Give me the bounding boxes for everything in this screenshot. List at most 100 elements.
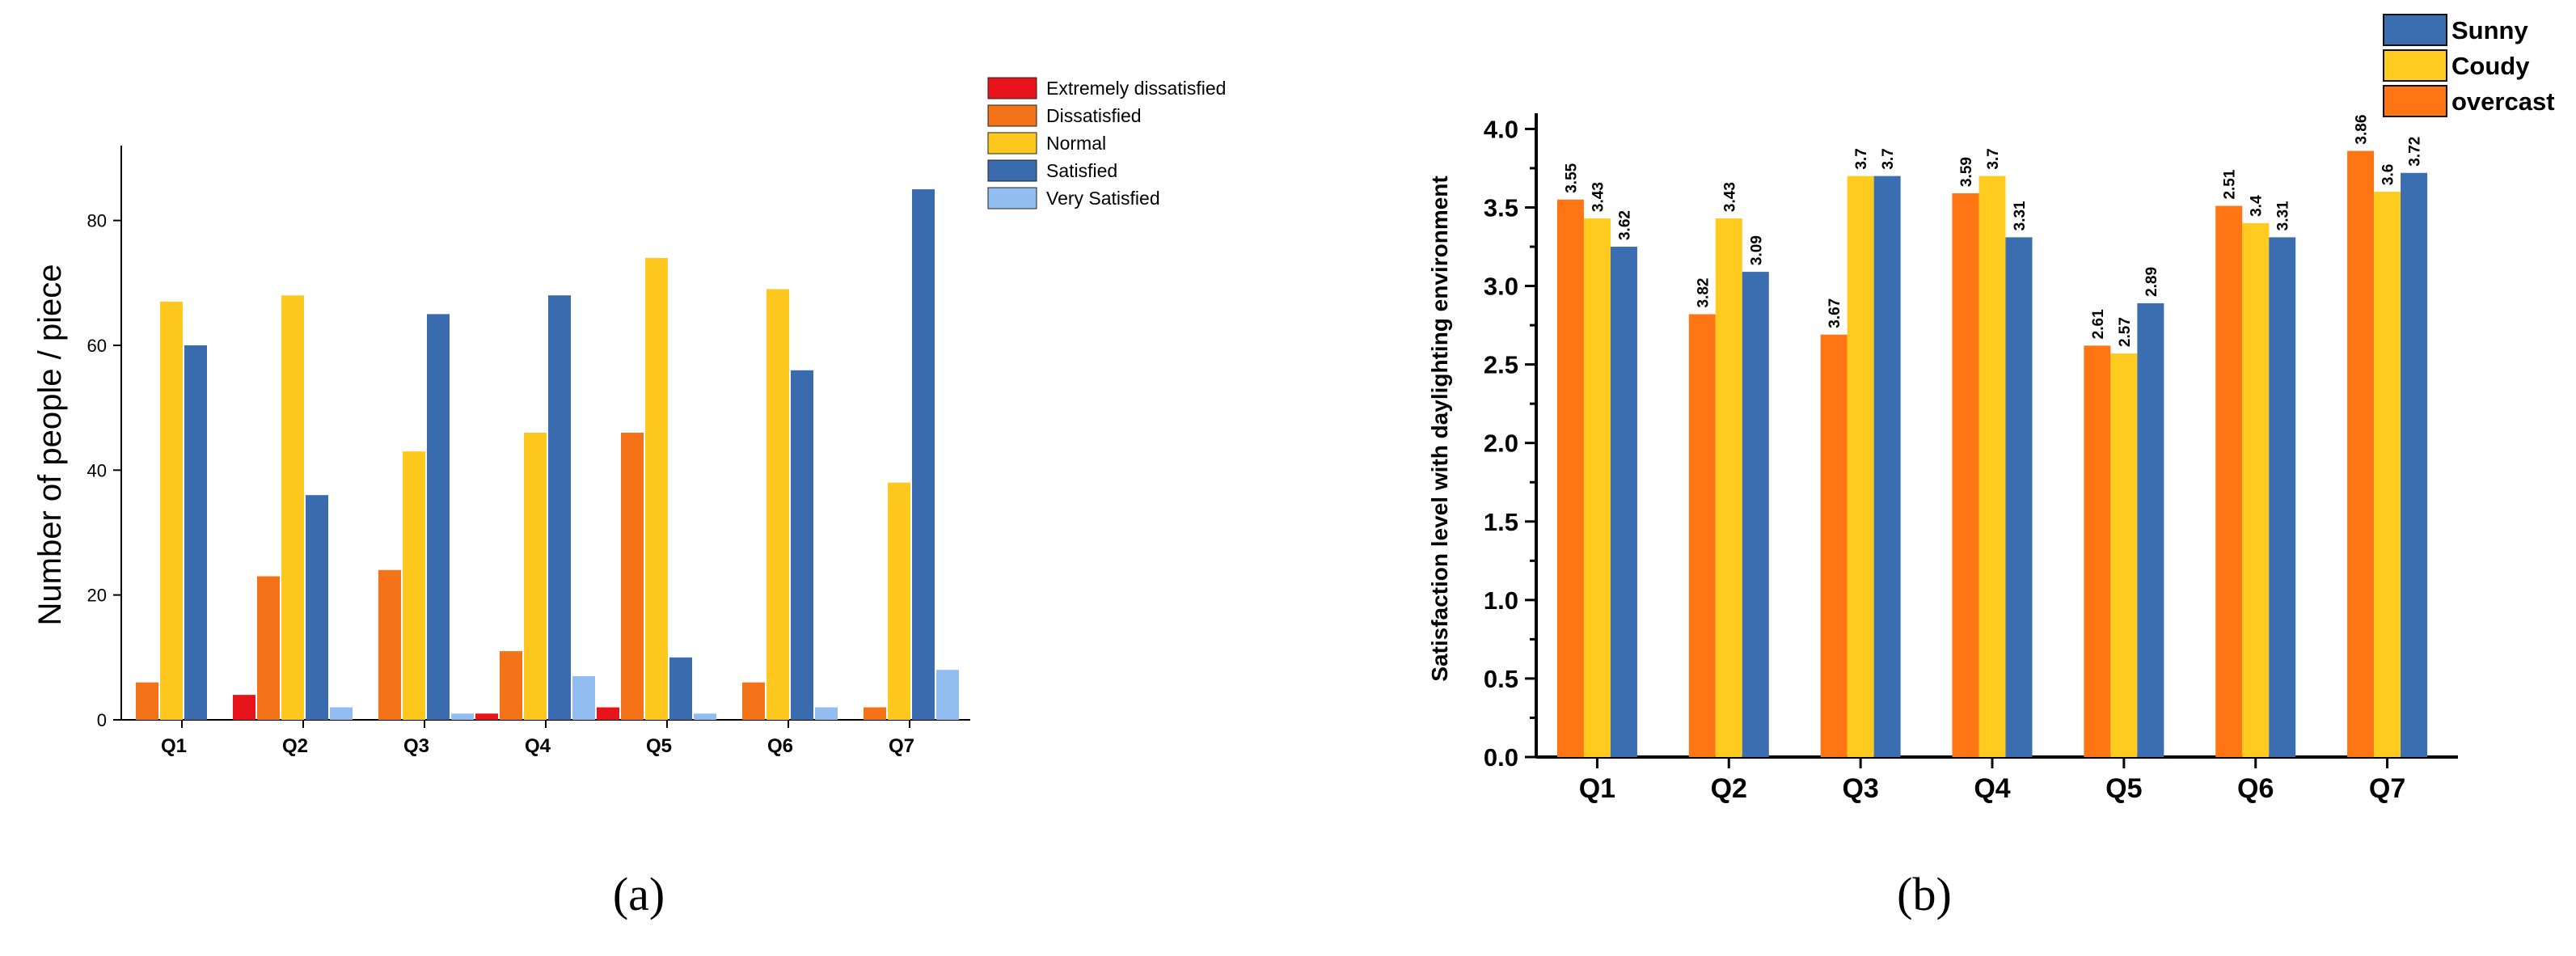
bar-a-satisfied-q6: [791, 370, 813, 720]
bar-a-very-satisfied-q6: [815, 707, 838, 720]
legend-swatch-a-extremely-dissatisfied: [987, 77, 1037, 99]
data-label-b: 2.61: [2090, 309, 2107, 339]
bar-a-normal-q4: [524, 433, 547, 720]
y-tick-label-a: 0: [97, 710, 107, 730]
bar-b-coudy-q2: [1715, 218, 1742, 758]
data-label-b: 3.31: [2275, 201, 2292, 231]
bar-b-sunny-q1: [1610, 247, 1637, 757]
bar-b-sunny-q2: [1742, 272, 1769, 758]
bar-a-extremely-dissatisfied-q4: [475, 713, 498, 720]
x-tick-label-b: Q6: [2237, 773, 2274, 804]
bar-a-dissatisfied-q3: [378, 569, 401, 720]
data-label-b: 3.82: [1695, 278, 1712, 308]
bar-a-satisfied-q5: [669, 657, 692, 720]
legend-swatch-a-normal: [987, 132, 1037, 154]
y-tick-label-a: 60: [87, 336, 107, 356]
bar-a-normal-q7: [888, 482, 910, 720]
bar-b-overcast-q3: [1820, 334, 1848, 757]
data-label-b: 2.89: [2143, 267, 2160, 297]
bar-a-satisfied-q7: [912, 189, 935, 721]
data-label-b: 3.67: [1826, 298, 1843, 328]
data-label-b: 3.31: [2012, 201, 2029, 231]
bar-b-coudy-q3: [1847, 176, 1874, 757]
legend-label-b: Coudy: [2451, 52, 2530, 80]
bar-a-normal-q6: [766, 289, 789, 720]
x-tick-label-b: Q1: [1579, 773, 1615, 804]
x-tick-label-b: Q5: [2105, 773, 2142, 804]
y-tick-label-b: 2.5: [1484, 351, 1518, 379]
data-label-b: 3.55: [1563, 163, 1580, 192]
x-tick-label-a: Q2: [282, 735, 308, 757]
x-tick-label-b: Q7: [2369, 773, 2405, 804]
data-label-b: 2.57: [2117, 317, 2134, 347]
y-tick-label-b: 0.0: [1484, 743, 1518, 772]
panel-label-a: (a): [613, 868, 665, 920]
bar-b-overcast-q7: [2347, 150, 2375, 758]
bar-b-sunny-q6: [2269, 237, 2296, 757]
bar-b-overcast-q4: [1952, 193, 1979, 757]
x-tick-label-a: Q4: [525, 735, 551, 757]
y-axis-label-b: Satisfaction level with daylighting envi…: [1427, 176, 1452, 681]
bar-a-extremely-dissatisfied-q2: [233, 695, 255, 720]
legend-label-b: Sunny: [2451, 16, 2528, 44]
bar-a-normal-q1: [160, 301, 183, 720]
bar-a-dissatisfied-q6: [742, 682, 765, 720]
data-label-b: 3.7: [1853, 148, 1870, 169]
bar-b-overcast-q6: [2215, 205, 2243, 758]
y-tick-label-b: 3.5: [1484, 193, 1518, 222]
bar-a-normal-q2: [281, 295, 304, 720]
bar-a-satisfied-q1: [184, 345, 207, 720]
legend-label-a: Extremely dissatisfied: [1046, 78, 1226, 99]
legend-label-a: Normal: [1046, 133, 1106, 154]
x-tick-label-a: Q6: [767, 735, 793, 757]
bar-a-very-satisfied-q2: [330, 707, 353, 720]
data-label-b: 3.62: [1616, 210, 1633, 240]
x-tick-label-a: Q7: [889, 735, 914, 757]
data-label-b: 3.4: [2249, 195, 2266, 217]
bar-a-very-satisfied-q7: [936, 670, 959, 720]
bar-b-coudy-q1: [1583, 218, 1611, 758]
x-tick-label-a: Q3: [403, 735, 429, 757]
bar-b-coudy-q6: [2242, 222, 2270, 757]
y-axis-label-a: Number of people / piece: [32, 264, 68, 626]
bar-a-dissatisfied-q2: [257, 576, 280, 720]
chart-a: 0 20 40 60 80 Q1 Q2 Q3 Q4 Q5 Q6 Q7 Number of people …: [32, 77, 1226, 757]
legend-swatch-a-dissatisfied: [987, 104, 1037, 127]
x-tick-label-b: Q2: [1711, 773, 1747, 804]
bar-a-dissatisfied-q5: [621, 433, 644, 720]
bar-a-dissatisfied-q7: [864, 707, 886, 720]
data-label-b: 3.86: [2354, 115, 2371, 145]
bar-a-very-satisfied-q5: [694, 713, 716, 720]
legend-label-b: overcast: [2451, 87, 2555, 116]
legend-label-a: Satisfied: [1046, 160, 1117, 181]
y-tick-label-a: 20: [87, 586, 107, 606]
bar-a-extremely-dissatisfied-q5: [597, 707, 619, 720]
y-tick-label-a: 40: [87, 460, 107, 480]
legend-swatch-a-very-satisfied: [987, 187, 1037, 209]
bar-b-coudy-q7: [2374, 192, 2401, 757]
bar-b-coudy-q5: [2110, 353, 2138, 757]
x-tick-label-b: Q4: [1974, 773, 2010, 804]
legend-swatch-b-coudy: [2383, 49, 2447, 82]
bar-a-satisfied-q3: [427, 314, 450, 720]
x-tick-label-b: Q3: [1842, 773, 1878, 804]
data-label-b: 3.43: [1721, 182, 1738, 212]
data-label-b: 3.7: [1880, 148, 1897, 169]
legend-label-a: Very Satisfied: [1046, 188, 1160, 209]
bar-b-sunny-q4: [2005, 237, 2033, 757]
bar-a-dissatisfied-q4: [500, 651, 522, 720]
bar-a-normal-q5: [645, 257, 668, 720]
bar-b-sunny-q5: [2137, 302, 2164, 757]
x-tick-label-a: Q1: [161, 735, 187, 757]
y-tick-label-b: 4.0: [1484, 115, 1518, 143]
bar-a-dissatisfied-q1: [136, 682, 158, 720]
data-label-b: 3.7: [1985, 148, 2002, 169]
bar-a-normal-q3: [403, 451, 425, 720]
bar-b-sunny-q3: [1873, 176, 1901, 757]
y-tick-label-b: 1.5: [1484, 508, 1518, 536]
bar-a-satisfied-q4: [548, 295, 571, 720]
y-tick-label-b: 0.5: [1484, 665, 1518, 693]
y-tick-label-a: 80: [87, 211, 107, 231]
x-tick-label-a: Q5: [646, 735, 672, 757]
